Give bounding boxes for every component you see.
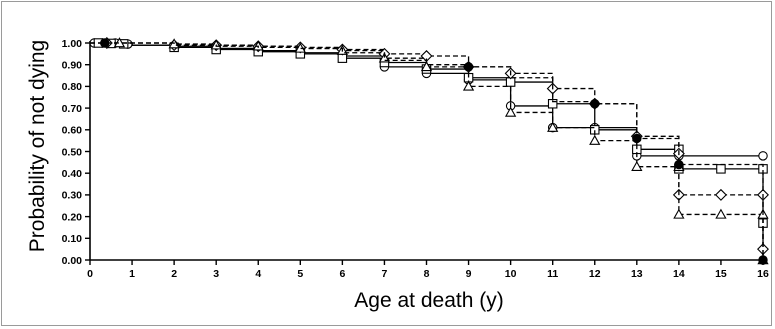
y-tick-label: 0.20 (62, 211, 83, 223)
triangle-marker (589, 134, 601, 145)
x-tick-label: 15 (715, 268, 727, 280)
triangle-marker (673, 208, 685, 219)
x-tick-label: 5 (297, 268, 303, 280)
x-tick-label: 8 (424, 268, 430, 280)
x-tick-label: 4 (255, 268, 261, 280)
y-tick-label: 0.50 (62, 146, 83, 158)
triangle-marker (462, 80, 475, 91)
y-tick-label: 0.60 (62, 125, 83, 137)
x-tick-label: 7 (382, 268, 388, 280)
triangle-marker (547, 121, 559, 132)
y-tick-label: 0.70 (62, 103, 83, 115)
triangle-marker (631, 160, 643, 171)
x-tick-label: 1 (129, 268, 135, 280)
square-marker (547, 99, 558, 109)
x-tick-label: 6 (339, 268, 345, 280)
x-tick-label: 3 (213, 268, 219, 280)
filled-circle-marker (674, 159, 684, 170)
x-tick-label: 12 (589, 268, 601, 280)
filled-circle-marker (632, 133, 642, 144)
y-tick-label: 0.10 (62, 233, 83, 245)
y-tick-label: 0.90 (62, 60, 83, 72)
x-tick-label: 10 (505, 268, 517, 280)
x-tick-label: 11 (547, 268, 558, 280)
diamond-marker (714, 188, 727, 201)
x-tick-label: 16 (757, 268, 769, 280)
triangle-marker (420, 61, 433, 72)
y-tick-label: 0.40 (62, 168, 83, 180)
x-tick-label: 14 (673, 268, 685, 280)
series-line-filled-circle (90, 42, 764, 260)
axes: 0 1 2 3 4 5 6 7 8 9 10 11 12 13 14 15 160.000.100.200.30… (62, 38, 769, 280)
series-layer (89, 37, 769, 265)
filled-circle-marker (463, 62, 474, 72)
y-tick-label: 0.30 (62, 190, 83, 202)
y-tick-label: 0.80 (62, 81, 83, 93)
y-tick-label: 0.00 (62, 255, 83, 267)
series-line-triangle (90, 42, 764, 260)
triangle-marker (715, 208, 727, 219)
filled-circle-marker (590, 99, 600, 109)
x-tick-label: 13 (631, 268, 643, 280)
x-tick-label: 9 (466, 268, 472, 280)
filled-circle-marker (758, 255, 768, 265)
x-tick-label: 2 (171, 268, 177, 280)
series-filled-circle (90, 38, 768, 265)
y-tick-label: 1.00 (62, 38, 83, 50)
y-axis-title: Probability of not dying (26, 40, 49, 252)
x-tick-label: 0 (87, 268, 93, 280)
circle-marker (758, 151, 768, 161)
series-square (90, 38, 768, 260)
square-marker (716, 164, 726, 174)
filled-circle-marker (100, 38, 110, 48)
x-axis-title: Age at death (y) (354, 289, 503, 312)
triangle-marker (504, 106, 517, 117)
